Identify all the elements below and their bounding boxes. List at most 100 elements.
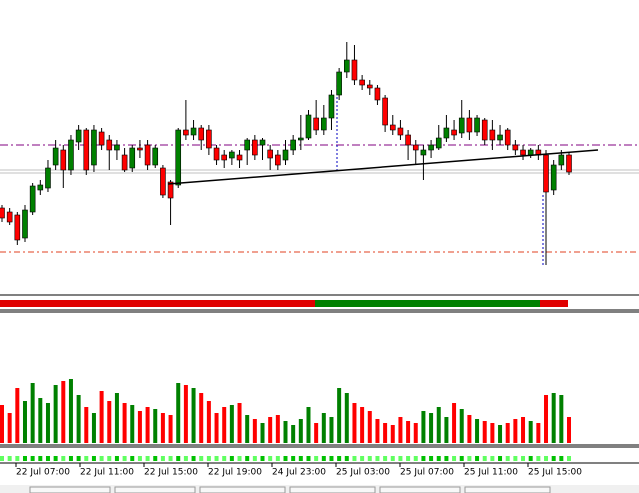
tab[interactable] <box>379 486 461 493</box>
indicator-dot <box>406 456 411 461</box>
volume-bar <box>68 379 73 443</box>
candle-body <box>183 129 189 136</box>
volume-bar <box>222 407 227 443</box>
candle-body <box>497 134 503 141</box>
indicator-dot <box>360 456 365 461</box>
volume-bar <box>275 415 280 443</box>
candle-body <box>14 214 21 241</box>
indicator-dot <box>467 456 472 461</box>
indicator-dot <box>153 456 158 461</box>
candle-body <box>206 129 212 149</box>
candle-body <box>504 129 511 146</box>
candle-body <box>512 144 519 151</box>
indicator-dot <box>551 456 556 461</box>
x-tick-label: 22 Jul 15:00 <box>144 468 198 478</box>
indicator-dot <box>237 456 242 461</box>
volume-bar <box>475 419 480 443</box>
volume-bar <box>360 407 365 443</box>
tab[interactable] <box>289 486 376 493</box>
candle-body <box>160 167 166 196</box>
volume-bar <box>390 425 395 443</box>
candle-body <box>282 149 289 161</box>
candle-body <box>527 149 534 156</box>
indicator-dot <box>298 456 303 461</box>
indicator-dot <box>459 456 464 461</box>
candle-body <box>29 185 36 213</box>
volume-bar <box>521 417 526 443</box>
tab[interactable] <box>114 486 196 493</box>
time-axis: 22 Jul 07:00 22 Jul 11:00 22 Jul 15:00 22 J… <box>15 463 582 478</box>
candle-body <box>198 127 205 141</box>
volume-bar <box>145 407 150 443</box>
indicator-dot <box>475 456 480 461</box>
candles <box>0 42 572 265</box>
volume-bar <box>38 398 43 443</box>
indicator-dot <box>268 456 273 461</box>
indicator-dot <box>145 456 150 461</box>
indicator-dot <box>513 456 518 461</box>
volume-bar <box>306 407 311 443</box>
volume-bar <box>544 395 549 443</box>
indicator-dot <box>498 456 503 461</box>
tabs <box>29 486 551 493</box>
candle-body <box>489 129 496 141</box>
candle-body <box>290 139 296 151</box>
candle-body <box>137 147 143 151</box>
indicator-dot <box>383 456 388 461</box>
volume-bar <box>229 405 234 443</box>
volume-bar <box>536 423 541 443</box>
indicator-dot <box>84 456 89 461</box>
volume-bar <box>76 395 81 443</box>
candle-body <box>343 59 350 73</box>
volume-bar <box>45 403 50 443</box>
indicator-dot <box>421 456 426 461</box>
candle-body <box>106 139 113 151</box>
volume-bar <box>452 403 457 443</box>
volume-bar <box>260 423 265 443</box>
indicator-dot <box>199 456 204 461</box>
candle-body <box>428 144 434 151</box>
candle-body <box>75 129 82 143</box>
candle-body <box>152 147 159 166</box>
indicator-dot <box>107 456 112 461</box>
candle-body <box>336 71 342 96</box>
volume-bar <box>436 407 441 443</box>
x-tick-label: 22 Jul 07:00 <box>16 468 70 478</box>
x-tick-label: 25 Jul 15:00 <box>528 468 582 478</box>
indicator-dot <box>76 456 81 461</box>
indicator-dot <box>306 456 311 461</box>
volume-bar <box>191 388 196 443</box>
indicator-dot <box>260 456 265 461</box>
tab[interactable] <box>199 486 286 493</box>
volume-bar <box>398 417 403 443</box>
volume-bar <box>137 411 142 443</box>
indicator-dot <box>390 456 395 461</box>
volume-bar <box>160 413 165 443</box>
volume-bar <box>237 403 242 443</box>
candle-body <box>420 149 427 156</box>
tab[interactable] <box>464 486 551 493</box>
candle-body <box>359 79 365 86</box>
candle-body <box>305 114 312 139</box>
tab[interactable] <box>29 486 111 493</box>
signal-bar <box>315 300 540 307</box>
indicator-dot <box>53 456 58 461</box>
candle-body <box>389 124 396 131</box>
candle-body <box>91 129 97 166</box>
indicator-dot <box>45 456 50 461</box>
indicator-dot <box>344 456 349 461</box>
indicator-dot <box>283 456 288 461</box>
signal-bar <box>540 300 568 307</box>
candle-body <box>566 154 572 173</box>
x-tick-label: 25 Jul 11:00 <box>464 468 518 478</box>
indicator-dot <box>0 456 4 461</box>
indicator-dot <box>567 456 571 461</box>
indicator-dot <box>337 456 342 461</box>
volume-bar <box>0 405 4 443</box>
candle-body <box>129 147 136 169</box>
volume-bar <box>482 421 487 443</box>
volume-bar <box>551 393 556 443</box>
indicator-dot <box>68 456 73 461</box>
indicator-dot <box>329 456 334 461</box>
